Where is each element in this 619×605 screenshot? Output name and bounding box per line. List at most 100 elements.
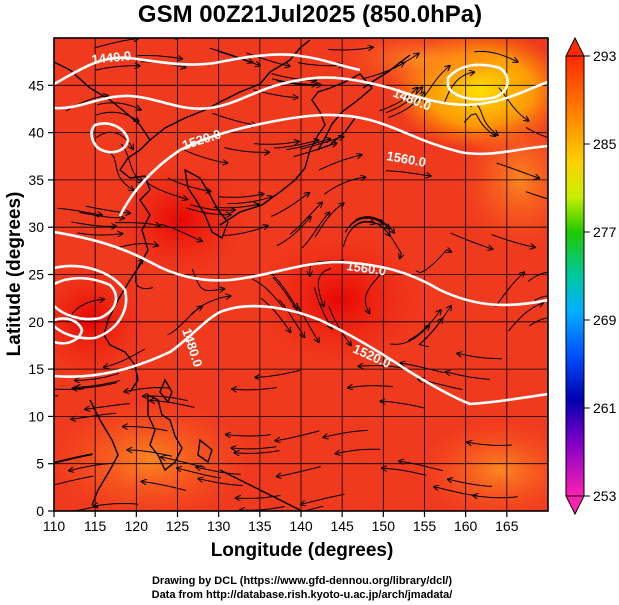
streamline xyxy=(212,112,256,125)
x-tick-label: 140 xyxy=(289,518,313,534)
streamline xyxy=(71,221,116,226)
streamline xyxy=(314,287,332,328)
x-axis: 110 115 120 125 130 135 140 145 150 155 160 165 xyxy=(43,511,519,534)
streamline xyxy=(473,496,518,498)
streamline xyxy=(365,273,382,313)
streamline xyxy=(508,303,543,332)
streamline xyxy=(355,216,394,233)
streamline xyxy=(134,259,153,290)
streamline xyxy=(177,468,221,479)
streamline xyxy=(385,170,431,176)
streamline xyxy=(348,386,393,388)
x-tick-label: 155 xyxy=(413,518,437,534)
streamline xyxy=(270,272,298,309)
streamline xyxy=(275,430,320,441)
streamline xyxy=(93,504,139,507)
streamline xyxy=(527,271,548,282)
colorbar-tick-label: 293 xyxy=(593,48,617,64)
streamline xyxy=(54,453,93,464)
streamline xyxy=(253,142,299,145)
contour-label: 1560.0 xyxy=(346,258,387,278)
colorbar-tick-label: 285 xyxy=(593,136,617,152)
streamline xyxy=(231,447,277,449)
streamline xyxy=(301,493,345,504)
streamline xyxy=(422,306,451,342)
y-tick-label: 5 xyxy=(36,456,44,472)
streamline xyxy=(218,194,264,198)
contour-label: 1440.0 xyxy=(91,48,132,67)
streamline xyxy=(77,233,123,235)
streamline xyxy=(400,363,445,374)
chart-title: GSM 00Z21Jul2025 (850.0hPa) xyxy=(138,1,482,28)
streamline xyxy=(94,66,140,71)
streamline xyxy=(301,212,329,249)
streamline xyxy=(186,207,230,215)
streamline xyxy=(467,442,512,445)
streamline xyxy=(271,73,316,81)
streamline xyxy=(342,222,374,247)
streamline xyxy=(448,479,493,487)
streamline xyxy=(344,217,383,233)
streamline xyxy=(76,379,121,387)
streamline xyxy=(79,212,125,219)
streamline xyxy=(142,482,186,491)
streamline xyxy=(463,113,495,136)
x-tick-label: 160 xyxy=(454,518,478,534)
streamline xyxy=(137,55,182,60)
y-axis-title: Latitude (degrees) xyxy=(4,192,25,357)
streamline xyxy=(96,131,134,149)
credit-line-2: Data from http://database.rish.kyoto-u.a… xyxy=(152,589,453,601)
contour-label: 1560.0 xyxy=(385,148,427,170)
streamline xyxy=(279,299,304,338)
colorbar-tick-label: 253 xyxy=(593,488,617,504)
streamline xyxy=(190,204,235,210)
streamline xyxy=(474,50,517,61)
y-tick-label: 10 xyxy=(28,408,44,424)
streamline xyxy=(375,222,401,258)
streamline xyxy=(362,63,404,80)
streamline xyxy=(69,462,114,471)
streamline xyxy=(226,435,271,437)
streamline xyxy=(277,466,321,477)
colorbar: 293 285 277 269 261 253 xyxy=(565,36,617,516)
streamline xyxy=(349,217,390,229)
streamline xyxy=(314,203,344,238)
y-axis: 0 5 10 15 20 25 30 35 40 45 xyxy=(28,77,54,519)
x-tick-label: 110 xyxy=(43,518,66,534)
streamline xyxy=(457,353,502,360)
x-tick-label: 135 xyxy=(248,518,272,534)
streamline xyxy=(444,72,475,103)
streamline xyxy=(190,296,231,316)
streamline xyxy=(184,149,227,163)
streamline xyxy=(57,207,102,215)
y-tick-label: 35 xyxy=(28,172,44,188)
streamline xyxy=(297,62,343,66)
streamline xyxy=(235,451,280,454)
streamline xyxy=(399,461,444,472)
streamline xyxy=(382,468,427,476)
streamline xyxy=(104,348,146,367)
streamline xyxy=(407,310,441,341)
streamline xyxy=(446,372,490,380)
grid xyxy=(54,38,548,511)
y-tick-label: 0 xyxy=(36,503,44,519)
y-tick-label: 30 xyxy=(28,219,44,235)
streamline xyxy=(380,401,425,409)
streamline xyxy=(54,454,93,464)
streamline xyxy=(495,272,525,308)
streamline xyxy=(85,403,130,410)
x-tick-label: 165 xyxy=(495,518,519,534)
streamline xyxy=(328,306,351,345)
streamline xyxy=(209,47,253,62)
colorbar-tick-label: 261 xyxy=(593,400,617,416)
streamline xyxy=(434,487,479,497)
streamline xyxy=(191,268,224,291)
streamline xyxy=(252,278,285,310)
streamline xyxy=(94,38,138,49)
height-contours xyxy=(54,53,548,406)
streamline xyxy=(213,204,259,209)
streamline xyxy=(223,226,268,236)
streamline xyxy=(54,475,94,486)
streamline xyxy=(271,78,317,85)
